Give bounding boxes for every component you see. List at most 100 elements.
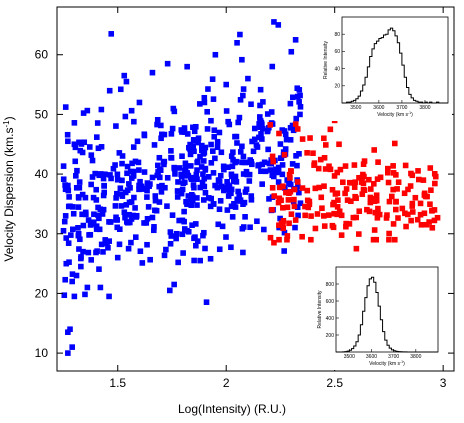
data-point	[168, 155, 175, 161]
data-point	[217, 172, 224, 179]
data-point	[284, 233, 291, 239]
inset-x-axis-title-main: Velocity (km s	[369, 361, 400, 367]
data-point	[96, 226, 103, 233]
data-point	[228, 153, 235, 160]
inset-y-tick-label: 20	[334, 84, 340, 90]
data-point	[156, 199, 163, 205]
data-point	[143, 220, 150, 226]
data-point	[94, 134, 100, 140]
inset-x-axis-title-sup: -1	[408, 111, 411, 115]
data-point	[175, 259, 181, 266]
data-point	[116, 226, 123, 233]
y-tick-label: 50	[35, 107, 49, 121]
data-point	[112, 162, 118, 168]
data-point	[377, 174, 384, 181]
data-point	[267, 122, 274, 128]
data-point	[232, 204, 239, 210]
data-point	[187, 141, 193, 148]
data-point	[130, 171, 137, 178]
data-point	[360, 180, 367, 187]
data-point	[239, 159, 245, 166]
data-point	[223, 81, 230, 88]
data-point	[176, 217, 182, 224]
data-point	[361, 158, 368, 164]
data-point	[71, 120, 78, 126]
data-point	[105, 244, 111, 251]
data-point	[122, 113, 129, 120]
data-point	[338, 212, 345, 219]
data-point	[402, 210, 408, 217]
data-point	[84, 284, 91, 291]
data-point	[315, 165, 322, 172]
data-point	[184, 63, 190, 70]
data-point	[408, 217, 414, 224]
data-point	[321, 213, 327, 219]
data-point	[342, 163, 349, 169]
data-point	[228, 203, 235, 210]
data-point	[149, 174, 156, 181]
data-point	[236, 192, 242, 199]
data-point	[70, 226, 76, 233]
data-point	[69, 204, 76, 210]
data-point	[427, 165, 434, 171]
inset-y-tick-label: 400	[326, 316, 335, 322]
data-point	[193, 242, 199, 249]
data-point	[296, 87, 303, 93]
data-point	[428, 187, 434, 193]
inset-y-axis-title: Relative Intensity	[323, 40, 329, 79]
data-point	[190, 143, 197, 150]
data-point	[199, 147, 205, 154]
data-point	[276, 236, 282, 243]
data-point	[224, 207, 231, 213]
data-point	[110, 165, 117, 172]
data-point	[65, 329, 71, 336]
data-point	[156, 154, 163, 161]
data-point	[203, 299, 210, 305]
data-point	[234, 140, 240, 146]
data-point	[80, 248, 86, 255]
data-point	[409, 172, 416, 179]
data-point	[158, 135, 164, 142]
data-point	[169, 212, 176, 218]
data-point	[179, 153, 185, 159]
data-point	[154, 121, 160, 128]
data-point	[221, 166, 227, 173]
data-point	[304, 150, 310, 156]
data-point	[321, 183, 327, 189]
data-point	[205, 86, 211, 92]
data-point	[156, 174, 163, 181]
data-point	[346, 221, 353, 227]
data-point	[268, 109, 275, 115]
data-point	[100, 192, 107, 199]
data-point	[312, 225, 319, 232]
data-point	[139, 260, 146, 266]
data-point	[351, 162, 358, 168]
data-point	[338, 232, 345, 238]
data-point	[113, 217, 119, 223]
data-point	[218, 149, 225, 156]
data-point	[101, 183, 108, 189]
data-point	[63, 186, 70, 192]
data-point	[375, 159, 381, 165]
data-point	[184, 227, 190, 234]
data-point	[216, 246, 223, 253]
x-tick-label: 1.5	[109, 376, 126, 390]
data-point	[168, 233, 175, 239]
data-point	[287, 125, 294, 131]
data-point	[79, 211, 85, 218]
data-point	[385, 169, 391, 176]
data-point	[197, 153, 203, 160]
data-point	[95, 204, 101, 211]
data-point	[386, 230, 392, 237]
y-axis-title-main: Velocity Dispersion (km.s	[2, 128, 16, 262]
data-point	[72, 144, 79, 151]
data-point	[307, 135, 313, 141]
data-point	[112, 203, 119, 209]
data-point	[395, 215, 401, 221]
data-point	[126, 211, 132, 218]
data-point	[392, 236, 398, 243]
data-point	[182, 179, 188, 186]
data-point	[248, 197, 255, 203]
data-point	[89, 157, 96, 164]
data-point	[69, 344, 75, 350]
